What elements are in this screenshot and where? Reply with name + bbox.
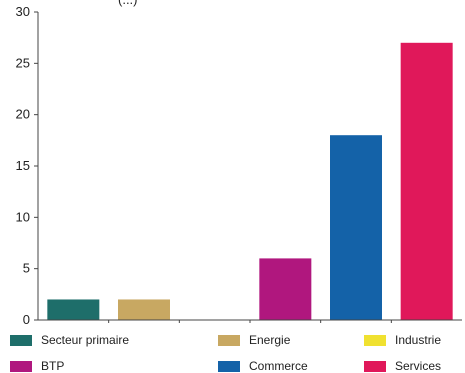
legend-item-services: Services — [364, 359, 441, 373]
y-tick-label: 25 — [16, 55, 30, 70]
y-axis: 0 5 10 15 20 25 30 — [16, 4, 39, 326]
y-tick-label: 10 — [16, 209, 30, 224]
legend-swatch — [218, 360, 240, 372]
legend-label: BTP — [41, 359, 65, 373]
bar — [330, 135, 382, 320]
legend-item-industrie: Industrie — [364, 333, 441, 347]
legend-label: Commerce — [249, 359, 308, 373]
x-axis — [38, 319, 462, 323]
bar — [400, 42, 453, 321]
legend-swatch — [10, 360, 32, 372]
y-tick-label: 15 — [16, 158, 30, 173]
legend-item-btp: BTP — [10, 359, 64, 373]
bar — [118, 299, 170, 320]
legend-swatch — [10, 334, 32, 346]
bar-chart: (...) 0 5 10 15 20 25 30 — [16, 0, 462, 326]
top-text: (...) — [118, 0, 138, 7]
legend-swatch — [364, 334, 386, 346]
y-tick-label: 0 — [23, 312, 30, 326]
bar — [259, 258, 312, 320]
legend-item-commerce: Commerce — [218, 359, 308, 373]
legend-swatch — [364, 360, 386, 372]
legend-label: Services — [395, 359, 442, 373]
legend-item-secteur-primaire: Secteur primaire — [10, 333, 129, 347]
legend-swatch — [218, 334, 240, 346]
legend-item-energie: Energie — [218, 333, 290, 347]
legend-label: Secteur primaire — [41, 333, 130, 347]
bar — [47, 299, 100, 320]
legend-label: Energie — [249, 333, 291, 347]
y-tick-label: 5 — [23, 261, 30, 276]
legend: Secteur primaire Energie Industrie BTP C… — [0, 326, 465, 373]
bars — [47, 42, 453, 321]
y-tick-label: 20 — [16, 107, 30, 122]
legend-label: Industrie — [395, 333, 442, 347]
y-tick-label: 30 — [16, 4, 30, 19]
